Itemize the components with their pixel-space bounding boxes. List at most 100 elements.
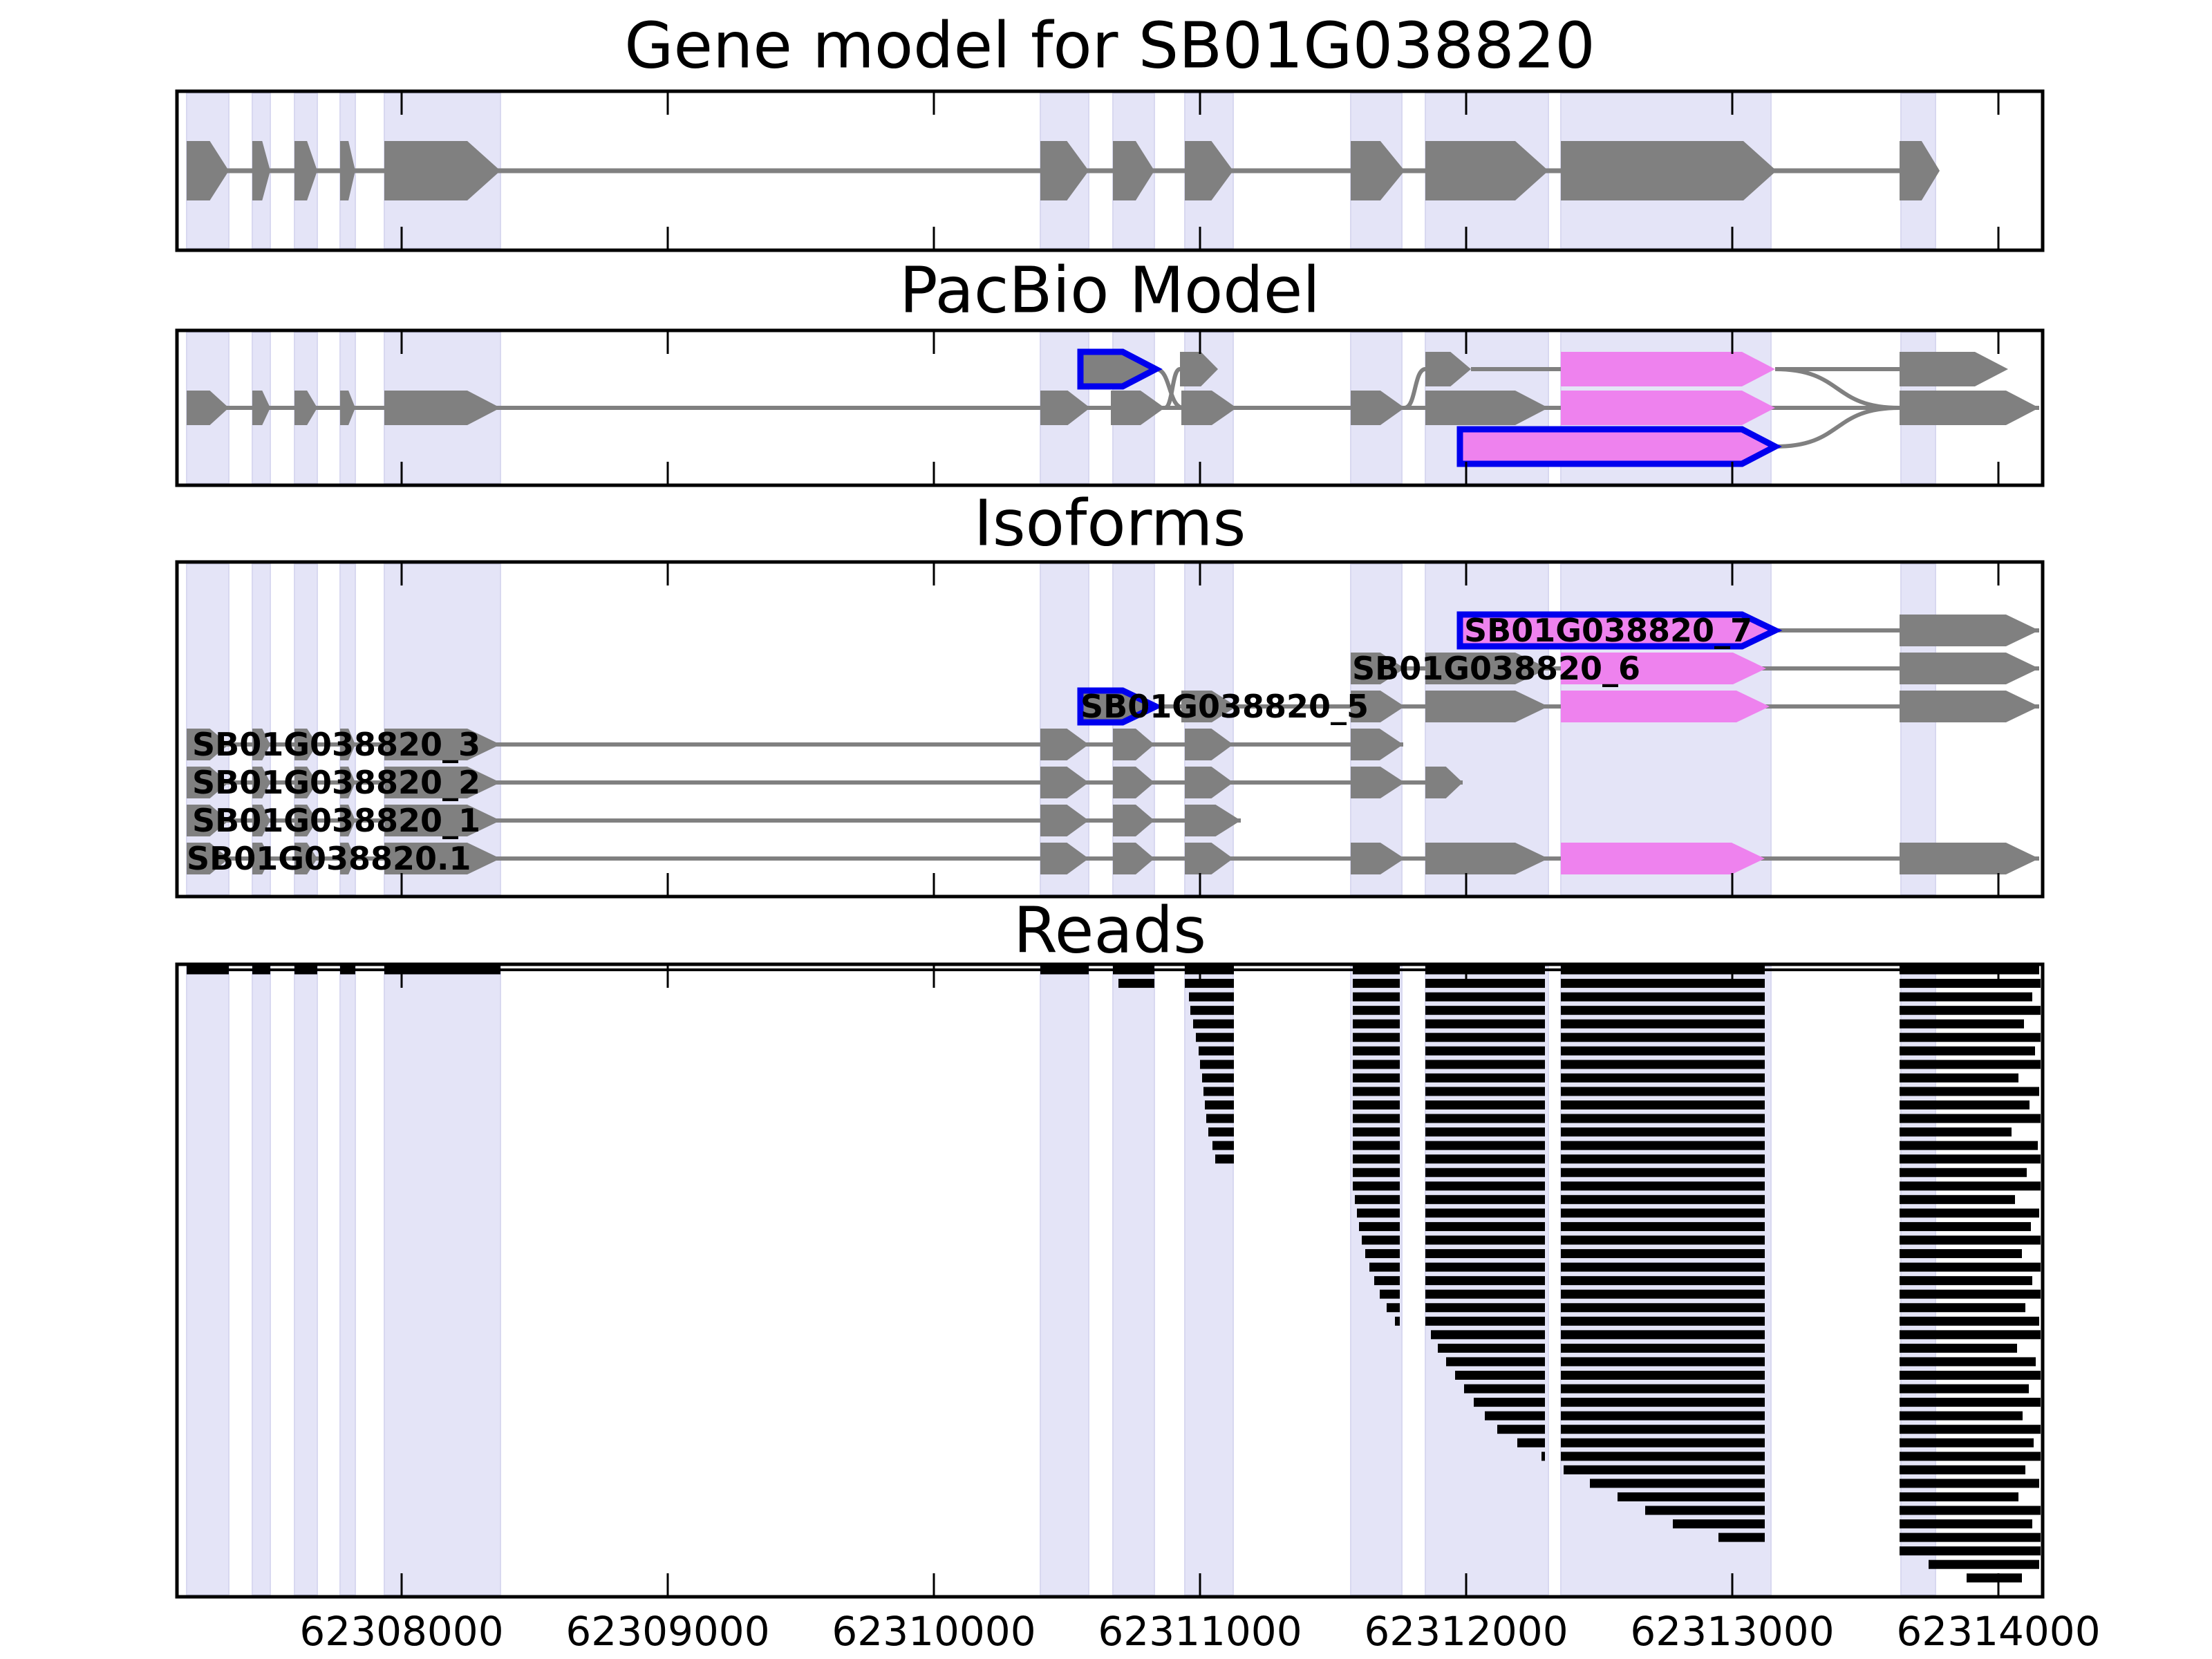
exon-gray bbox=[1185, 767, 1233, 798]
read-segment bbox=[1485, 1411, 1545, 1421]
read-segment bbox=[1455, 1371, 1545, 1380]
read-segment bbox=[1118, 979, 1154, 988]
read-segment bbox=[1425, 992, 1545, 1002]
read-segment bbox=[1561, 1221, 1765, 1231]
exon-gray bbox=[252, 805, 270, 836]
axis-tick-label: 62312000 bbox=[1364, 1608, 1568, 1655]
read-segment bbox=[1353, 1154, 1400, 1164]
exon-gray bbox=[1040, 805, 1089, 836]
read-segment bbox=[1425, 1249, 1545, 1259]
read-segment bbox=[1900, 1411, 2023, 1421]
read-segment bbox=[1900, 992, 2032, 1002]
read-segment bbox=[1203, 1087, 1234, 1096]
read-segment bbox=[1561, 1181, 1765, 1191]
exon-gray bbox=[1113, 843, 1154, 874]
read-segment bbox=[1561, 979, 1765, 988]
read-segment bbox=[1205, 1100, 1234, 1109]
read-segment bbox=[1900, 965, 2039, 975]
read-segment bbox=[1464, 1384, 1545, 1394]
exon-gray bbox=[384, 767, 500, 798]
read-segment bbox=[1561, 1357, 1765, 1367]
read-segment bbox=[1561, 1316, 1765, 1326]
read-segment bbox=[1425, 1168, 1545, 1177]
read-segment bbox=[187, 965, 229, 975]
read-segment bbox=[1353, 1019, 1400, 1029]
exon-gray bbox=[340, 767, 355, 798]
read-segment bbox=[1196, 1033, 1234, 1042]
exon-gray bbox=[1040, 391, 1090, 425]
exon-gray bbox=[187, 391, 229, 425]
read-segment bbox=[1362, 1235, 1400, 1245]
read-segment bbox=[1900, 1154, 2041, 1164]
exon-gray bbox=[1180, 352, 1218, 386]
exon-gray bbox=[384, 843, 500, 874]
axis-tick-label: 62311000 bbox=[1098, 1608, 1302, 1655]
read-segment bbox=[1900, 1343, 2017, 1353]
exon-blue-outline bbox=[1456, 611, 1783, 650]
read-segment bbox=[1561, 1276, 1765, 1286]
exon-gray bbox=[1425, 352, 1471, 386]
exon-gray bbox=[1900, 615, 2039, 646]
exon-violet bbox=[1561, 352, 1775, 386]
read-segment bbox=[1561, 1371, 1765, 1380]
read-segment bbox=[1900, 1006, 2041, 1015]
read-segment bbox=[1395, 1316, 1400, 1326]
read-segment bbox=[1185, 979, 1234, 988]
read-segment bbox=[1215, 1154, 1234, 1164]
axis-tick-label: 62310000 bbox=[832, 1608, 1036, 1655]
exon-gray bbox=[1113, 805, 1154, 836]
read-segment bbox=[1561, 1141, 1765, 1150]
read-segment bbox=[1359, 1221, 1400, 1231]
read-segment bbox=[1425, 1087, 1545, 1096]
read-segment bbox=[1208, 1127, 1234, 1137]
read-segment bbox=[1900, 1235, 2041, 1245]
isoform-label: SB01G038820_1 bbox=[192, 802, 481, 839]
exon-gray bbox=[1900, 391, 2039, 425]
exon-gray bbox=[1351, 767, 1405, 798]
read-segment bbox=[1561, 1384, 1765, 1394]
read-segment bbox=[1425, 1194, 1545, 1204]
read-segment bbox=[1425, 1235, 1545, 1245]
exon-gray bbox=[1900, 141, 1940, 200]
reads-title: Reads bbox=[1013, 893, 1207, 968]
read-segment bbox=[1561, 1194, 1765, 1204]
read-segment bbox=[1387, 1303, 1400, 1313]
read-segment bbox=[1353, 1060, 1400, 1069]
read-segment bbox=[1561, 1262, 1765, 1272]
read-segment bbox=[1561, 1033, 1765, 1042]
isoform-label: SB01G038820_6 bbox=[1352, 650, 1641, 687]
read-segment bbox=[1900, 1181, 2041, 1191]
read-segment bbox=[1900, 1194, 2015, 1204]
axis-tick-label: 62314000 bbox=[1896, 1608, 2101, 1655]
read-segment bbox=[1425, 979, 1545, 988]
read-segment bbox=[1900, 1303, 2025, 1313]
exon-gray bbox=[1351, 691, 1405, 722]
exon-gray bbox=[1900, 653, 2039, 684]
read-segment bbox=[1900, 1465, 2025, 1474]
read-segment bbox=[1561, 1235, 1765, 1245]
read-segment bbox=[1561, 1452, 1765, 1461]
read-segment bbox=[1900, 1316, 2039, 1326]
exon-highlight-band bbox=[186, 966, 229, 1595]
read-segment bbox=[1645, 1506, 1765, 1515]
exon-gray bbox=[294, 767, 317, 798]
exon-highlight-band bbox=[1040, 966, 1089, 1595]
read-segment bbox=[1561, 1249, 1765, 1259]
read-segment bbox=[1561, 1073, 1765, 1082]
exon-gray bbox=[187, 729, 229, 760]
read-segment bbox=[1474, 1398, 1545, 1407]
axis-tick-label: 62308000 bbox=[299, 1608, 504, 1655]
exon-gray bbox=[252, 767, 270, 798]
isoforms-title: Isoforms bbox=[973, 486, 1246, 561]
exon-gray bbox=[1185, 843, 1233, 874]
read-segment bbox=[1353, 1006, 1400, 1015]
read-segment bbox=[1425, 1006, 1545, 1015]
exon-gray bbox=[1425, 691, 1548, 722]
read-segment bbox=[1900, 1289, 2041, 1299]
read-segment bbox=[1900, 1276, 2032, 1286]
read-segment bbox=[1200, 1060, 1234, 1069]
read-segment bbox=[1380, 1289, 1400, 1299]
read-segment bbox=[1365, 1249, 1400, 1259]
read-segment bbox=[1425, 1141, 1545, 1150]
read-segment bbox=[1189, 992, 1234, 1002]
